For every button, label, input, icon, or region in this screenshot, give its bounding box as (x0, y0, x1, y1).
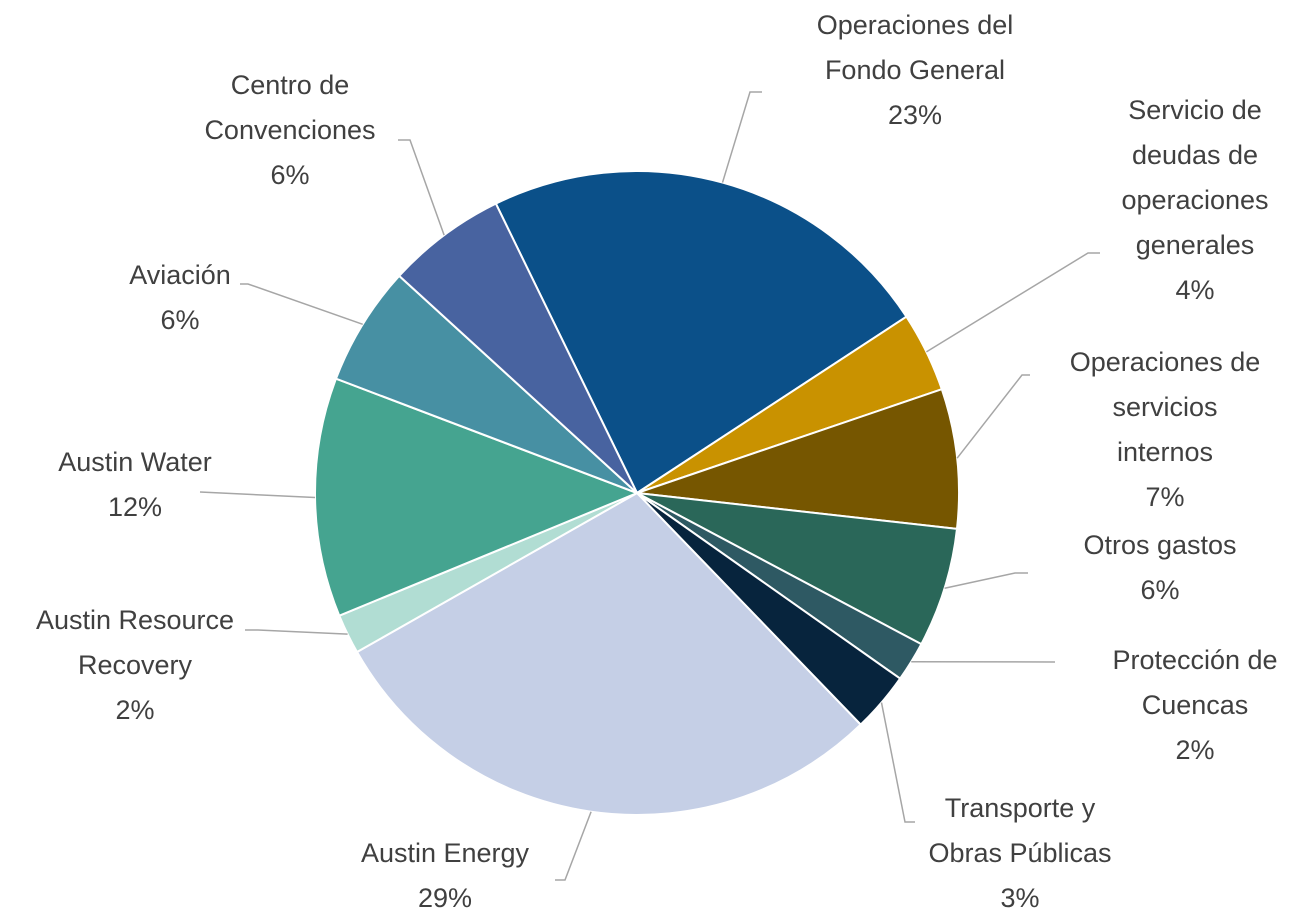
percent-label: 3% (1000, 883, 1040, 913)
category-name: Operaciones del Fondo General (816, 10, 1014, 85)
slice-label: Servicio de deudas de operaciones genera… (1108, 88, 1283, 313)
pie-slice (334, 274, 638, 494)
percent-label: 2% (115, 695, 155, 725)
slice-label: Protección de Cuencas 2% (1095, 638, 1295, 773)
leader-line (555, 811, 592, 881)
leader-line (944, 572, 1028, 589)
percent-label: 12% (107, 492, 163, 522)
category-name: Servicio de deudas de operaciones genera… (1121, 95, 1269, 260)
slice-label: Operaciones de servicios internos 7% (1065, 340, 1265, 520)
slice-label: Austin Water 12% (10, 440, 260, 530)
percent-label: 2% (1175, 735, 1215, 765)
slice-label: Operaciones del Fondo General 23% (795, 3, 1035, 138)
category-name: Aviación (129, 260, 231, 290)
leader-line (956, 374, 1030, 459)
leader-line (199, 491, 316, 499)
category-name: Transporte y Obras Públicas (928, 793, 1112, 868)
category-name: Centro de Convenciones (204, 70, 376, 145)
percent-label: 6% (160, 305, 200, 335)
slice-label: Otros gastos 6% (1035, 523, 1285, 613)
slice-label: Transporte y Obras Públicas 3% (920, 786, 1120, 916)
pie-slice (636, 492, 959, 646)
leader-line (245, 629, 348, 635)
leader-line (240, 283, 363, 325)
percent-label: 29% (417, 883, 473, 913)
pie-slice (314, 377, 640, 618)
slice-label: Austin Resource Recovery 2% (10, 598, 260, 733)
category-name: Austin Water (58, 447, 212, 477)
percent-label: 6% (270, 160, 310, 190)
leader-line (926, 252, 1100, 353)
percent-label: 23% (887, 100, 943, 130)
pie-slice (397, 202, 638, 494)
category-name: Otros gastos (1083, 530, 1237, 560)
category-name: Austin Resource Recovery (35, 605, 235, 680)
percent-label: 6% (1140, 575, 1180, 605)
pie-slice (355, 491, 863, 816)
slice-label: Aviación 6% (80, 253, 280, 343)
slice-label: Centro de Convenciones 6% (190, 63, 390, 198)
category-name: Austin Energy (360, 838, 530, 868)
leader-line (398, 139, 445, 236)
leader-line (880, 702, 915, 823)
percent-label: 7% (1145, 482, 1185, 512)
slice-label: Austin Energy 29% (320, 831, 570, 916)
percent-label: 4% (1175, 275, 1215, 305)
leader-line (721, 91, 762, 183)
category-name: Operaciones de servicios internos (1069, 347, 1261, 467)
category-name: Protección de Cuencas (1112, 645, 1278, 720)
